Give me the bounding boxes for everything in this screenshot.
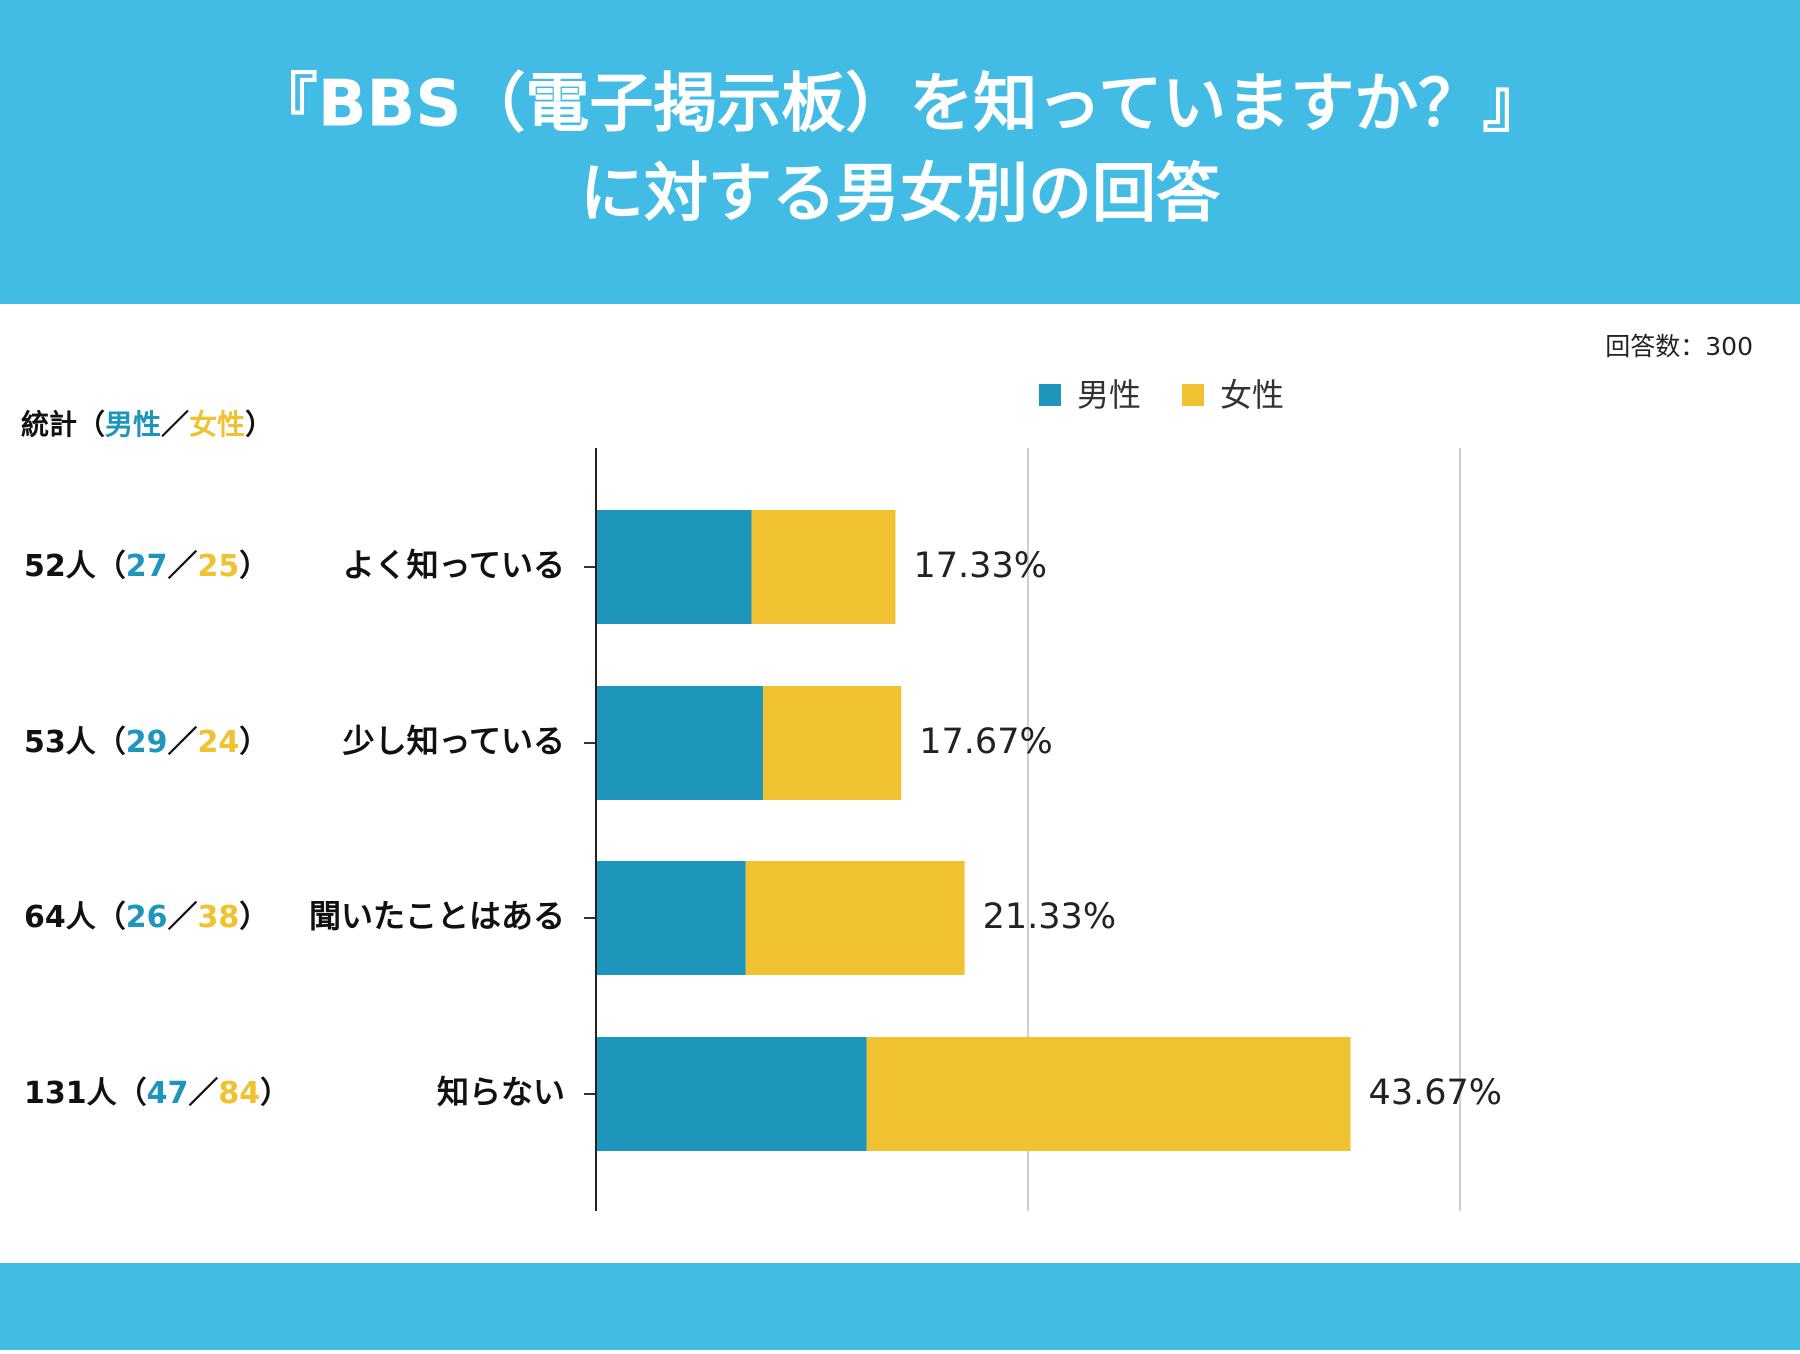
legend-label: 女性 — [1220, 376, 1284, 414]
value-label: 17.33% — [914, 546, 1047, 586]
stat-part: ） — [239, 549, 269, 584]
stat-part: ／ — [188, 1076, 218, 1111]
stat-label: 64人（26／38） — [24, 900, 269, 935]
stat-part: 29 — [126, 725, 168, 760]
punct: （ — [77, 408, 105, 441]
stat-part: （ — [96, 725, 126, 760]
bar-segment — [751, 510, 896, 624]
stat-part: 47 — [147, 1076, 189, 1111]
stat-part: （ — [96, 900, 126, 935]
stat-part: 26 — [126, 900, 168, 935]
stat-part: ） — [239, 725, 269, 760]
stats-female: 女性 — [189, 408, 245, 441]
bar-segment — [596, 1037, 867, 1151]
stat-part: ） — [239, 900, 269, 935]
category-label: 知らない — [437, 1073, 565, 1111]
stat-part: 64人 — [24, 900, 96, 935]
category-label: 少し知っている — [343, 722, 565, 760]
stat-label: 131人（47／84） — [24, 1076, 290, 1111]
stat-part: ／ — [168, 549, 198, 584]
legend-swatch — [1039, 384, 1061, 406]
respondents: 回答数：300 — [1605, 332, 1753, 361]
bar-segment — [745, 861, 965, 975]
stat-part: 84 — [218, 1076, 260, 1111]
chart-title: に対する男女別の回答 — [580, 158, 1221, 232]
stat-part: 27 — [126, 549, 168, 584]
value-label: 43.67% — [1369, 1073, 1502, 1113]
stat-label: 52人（27／25） — [24, 549, 269, 584]
stat-part: （ — [96, 549, 126, 584]
legend-swatch — [1182, 384, 1204, 406]
stats-heading: 統計（男性／女性） — [21, 408, 273, 441]
punct: ） — [245, 408, 273, 441]
legend-label: 男性 — [1077, 376, 1141, 414]
stats-heading-label: 統計 — [21, 408, 77, 441]
footer-band — [0, 1263, 1800, 1350]
value-label: 17.67% — [919, 722, 1052, 762]
stat-part: 24 — [198, 725, 240, 760]
bar-segment — [596, 686, 764, 800]
stat-label: 53人（29／24） — [24, 725, 269, 760]
stat-part: ／ — [168, 900, 198, 935]
bar-segment — [866, 1037, 1351, 1151]
punct: ／ — [161, 408, 189, 441]
bar-segment — [596, 510, 752, 624]
stat-part: 52人 — [24, 549, 96, 584]
bar-segment — [763, 686, 902, 800]
stat-part: 53人 — [24, 725, 96, 760]
chart-title: 『BBS（電子掲示板）を知っていますか？』 — [254, 68, 1546, 142]
stat-part: ） — [260, 1076, 290, 1111]
stat-part: 131人 — [24, 1076, 117, 1111]
stat-part: 38 — [198, 900, 240, 935]
bar-segment — [596, 861, 746, 975]
category-label: 聞いたことはある — [309, 897, 565, 935]
stat-part: （ — [117, 1076, 147, 1111]
stat-part: 25 — [198, 549, 240, 584]
value-label: 21.33% — [983, 897, 1116, 937]
stats-male: 男性 — [105, 408, 161, 441]
header-band — [0, 0, 1800, 304]
category-label: よく知っている — [343, 546, 565, 584]
stat-part: ／ — [168, 725, 198, 760]
